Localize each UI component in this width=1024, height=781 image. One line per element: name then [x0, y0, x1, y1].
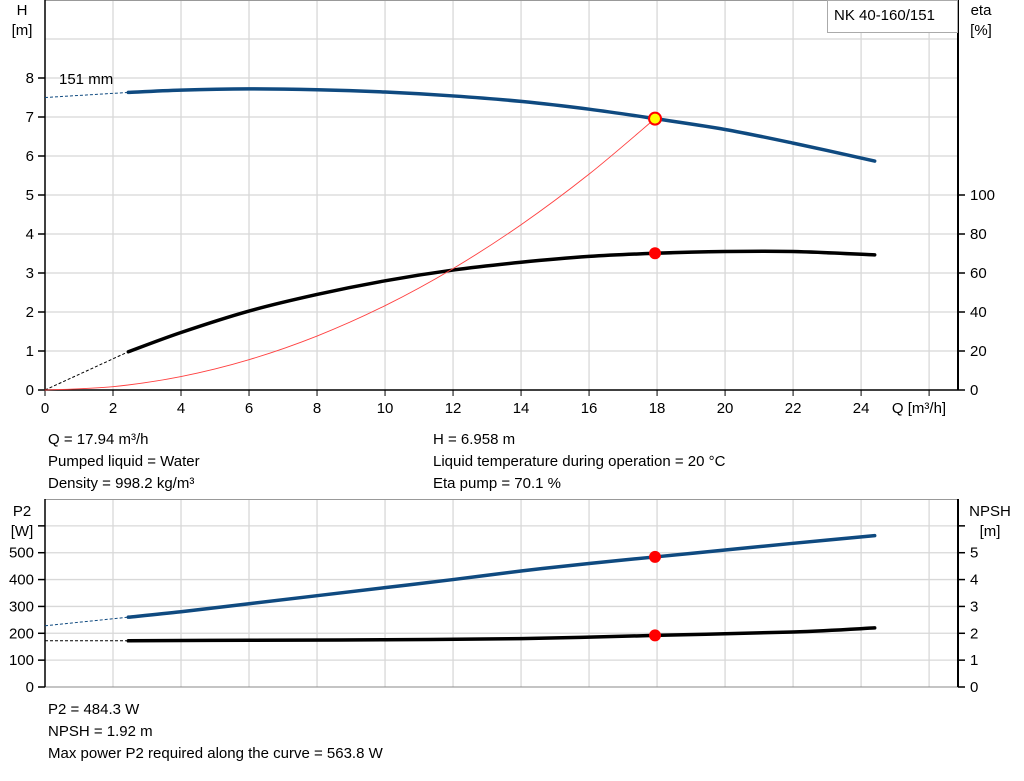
- density-value: Density = 998.2 kg/m³: [48, 475, 195, 492]
- legend-model-label: NK 40-160/151: [834, 7, 935, 24]
- y-axis-title-right: NPSH: [969, 503, 1011, 520]
- y-tick-label-right: 20: [970, 343, 987, 360]
- y-axis-title-left-unit: [W]: [11, 523, 34, 540]
- y-tick-label-left: 200: [9, 625, 34, 642]
- y-tick-label-right: 40: [970, 304, 987, 321]
- duty-info-right: H = 6.958 m Liquid temperature during op…: [433, 429, 725, 495]
- y-tick-label-left: 2: [26, 304, 34, 321]
- pumped-liquid: Pumped liquid = Water: [48, 453, 200, 470]
- duty-point-eta: [649, 247, 662, 260]
- legend-box: [827, 0, 958, 33]
- head-curve: [126, 87, 877, 163]
- y-tick-label-left: 4: [26, 226, 34, 243]
- y-tick-label-left: 500: [9, 545, 34, 562]
- x-tick-label: 12: [445, 400, 462, 417]
- eta-extrapolated-line: [44, 351, 129, 391]
- y-tick-label-left: 1: [26, 343, 34, 360]
- y-tick-label-right: 100: [970, 187, 995, 204]
- x-axis-label: Q [m³/h]: [892, 400, 946, 417]
- y-tick-label-left: 7: [26, 109, 34, 126]
- y-tick-label-right: 4: [970, 572, 978, 589]
- duty-point-head: [648, 111, 663, 126]
- y-tick-label-right: 80: [970, 226, 987, 243]
- p2-curve: [126, 533, 877, 619]
- y-tick-label-right: 0: [970, 382, 978, 399]
- y-axis-title-left-unit: [m]: [12, 22, 33, 39]
- y-tick-label-right: 2: [970, 625, 978, 642]
- y-tick-label-left: 8: [26, 70, 34, 87]
- duty-point-npsh: [649, 629, 662, 642]
- max-power-value: Max power P2 required along the curve = …: [48, 745, 383, 762]
- head-extrapolated-line: [44, 91, 129, 98]
- y-tick-label-left: 100: [9, 652, 34, 669]
- x-tick-label: 2: [109, 400, 117, 417]
- power-info: P2 = 484.3 W NPSH = 1.92 m Max power P2 …: [48, 699, 383, 765]
- y-axis-title-right: eta: [971, 2, 993, 19]
- system-curve: [44, 118, 656, 391]
- x-tick-label: 18: [649, 400, 666, 417]
- x-tick-label: 24: [853, 400, 870, 417]
- y-tick-label-left: 0: [26, 382, 34, 399]
- y-axis-title-left: P2: [13, 503, 31, 520]
- x-tick-label: 16: [581, 400, 598, 417]
- head-value: H = 6.958 m: [433, 431, 516, 448]
- x-tick-label: 0: [41, 400, 49, 417]
- y-tick-label-right: 1: [970, 652, 978, 669]
- flow-value: Q = 17.94 m³/h: [48, 431, 149, 448]
- npsh-curve: [126, 626, 877, 643]
- y-tick-label-left: 300: [9, 598, 34, 615]
- y-tick-label-left: 400: [9, 572, 34, 589]
- eta-curve: [126, 249, 877, 354]
- x-tick-label: 8: [313, 400, 321, 417]
- plot-0: [38, 0, 965, 396]
- liquid-temperature: Liquid temperature during operation = 20…: [433, 453, 726, 470]
- x-tick-label: 4: [177, 400, 185, 417]
- x-tick-label: 22: [785, 400, 802, 417]
- p2-value: P2 = 484.3 W: [48, 701, 140, 718]
- y-tick-label-left: 3: [26, 265, 34, 282]
- npsh-value: NPSH = 1.92 m: [48, 723, 153, 740]
- y-tick-label-right: 0: [970, 679, 978, 696]
- y-tick-label-right: 5: [970, 545, 978, 562]
- y-tick-label-left: 0: [26, 679, 34, 696]
- p2-extrapolated-line: [44, 616, 129, 627]
- y-tick-label-right: 60: [970, 265, 987, 282]
- x-tick-label: 20: [717, 400, 734, 417]
- x-tick-label: 10: [377, 400, 394, 417]
- x-tick-label: 14: [513, 400, 530, 417]
- impeller-diameter-label: 151 mm: [59, 71, 113, 88]
- x-tick-label: 6: [245, 400, 253, 417]
- plot-1: [38, 499, 965, 688]
- y-tick-label-left: 5: [26, 187, 34, 204]
- duty-point-p2: [649, 550, 662, 563]
- duty-info-left: Q = 17.94 m³/h Pumped liquid = Water Den…: [48, 429, 200, 495]
- y-axis-title-right-unit: [m]: [980, 523, 1001, 540]
- eta-value: Eta pump = 70.1 %: [433, 475, 561, 492]
- y-tick-label-right: 3: [970, 598, 978, 615]
- y-axis-title-right-unit: [%]: [970, 22, 992, 39]
- y-axis-title-left: H: [17, 2, 28, 19]
- y-tick-label-left: 6: [26, 148, 34, 165]
